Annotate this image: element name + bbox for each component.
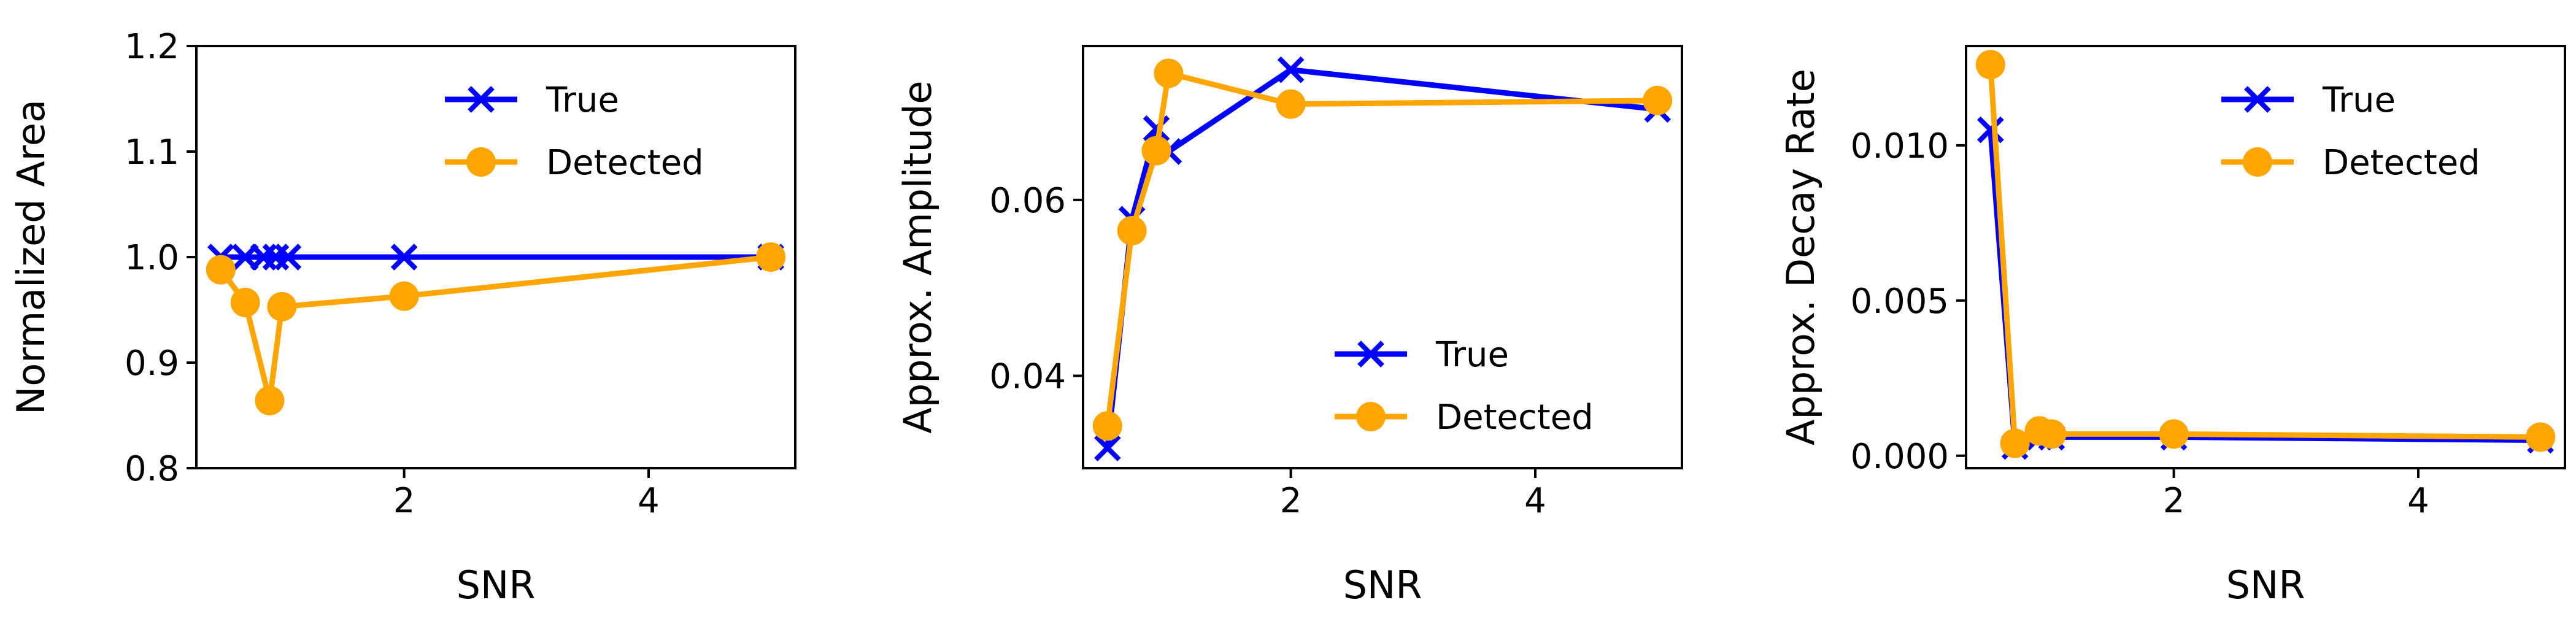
data-point-detected	[1154, 58, 1184, 88]
series-line-detected	[1988, 61, 2543, 446]
data-point-true	[1277, 56, 1305, 83]
x-tick-label: 4	[638, 481, 660, 521]
data-point-detected	[255, 385, 285, 415]
data-point-true	[274, 244, 302, 271]
panel-normalized-area: 2 4 0.8 0.9 1.0 1.1 1.2 SNR Normalized Area True D…	[9, 27, 796, 607]
plot-area	[206, 242, 786, 415]
data-point-detected	[1276, 89, 1306, 119]
y-tick-label: 0.8	[125, 449, 179, 489]
data-point-detected	[230, 287, 260, 317]
legend-label-detected: Detected	[2323, 143, 2480, 183]
data-point-detected	[1975, 50, 2005, 80]
panel-approx-amplitude: 2 4 0.04 0.06 SNR Approx. Amplitude True Detect…	[895, 45, 1683, 607]
legend-marker-detected	[466, 147, 496, 177]
data-point-true	[1094, 434, 1121, 461]
y-tick-label: 0.005	[1851, 282, 1949, 322]
x-axis-label: SNR	[2226, 563, 2305, 607]
legend-label-true: True	[546, 80, 619, 120]
x-axis-label: SNR	[1343, 563, 1422, 607]
y-tick-label: 0.06	[989, 181, 1066, 221]
x-tick-label: 4	[2407, 481, 2429, 521]
legend-marker-true	[1357, 341, 1384, 368]
legend: True Detected	[445, 80, 704, 183]
legend-label-detected: Detected	[1436, 398, 1594, 437]
y-tick-label: 0.04	[989, 357, 1066, 397]
data-point-detected	[1141, 136, 1171, 166]
data-point-true	[390, 244, 418, 271]
legend: True Detected	[2221, 80, 2480, 183]
legend-label-true: True	[2322, 80, 2396, 120]
series-line-detected	[218, 254, 774, 404]
data-point-detected	[206, 255, 236, 285]
y-tick-label: 0.9	[125, 344, 179, 383]
series-line-detected	[1105, 70, 1660, 429]
legend: True Detected	[1335, 335, 1594, 437]
x-tick-label: 2	[2163, 481, 2185, 521]
y-tick-label: 0.000	[1851, 437, 1949, 477]
y-axis-label: Normalized Area	[9, 99, 53, 415]
x-tick-label: 2	[393, 481, 415, 521]
axes-frame	[1082, 45, 1683, 469]
x-tick-label: 2	[1280, 481, 1302, 521]
data-point-detected	[1092, 411, 1122, 441]
data-point-true	[1977, 116, 2004, 144]
axes-frame	[1965, 45, 2566, 469]
y-tick-label: 1.1	[125, 133, 179, 172]
data-point-true	[1143, 115, 1170, 142]
plot-area	[1092, 56, 1673, 461]
legend-marker-detected	[1356, 402, 1386, 431]
y-tick-label: 1.2	[125, 27, 179, 67]
legend-marker-true	[468, 86, 495, 113]
data-point-detected	[2526, 422, 2556, 452]
legend-label-true: True	[1435, 335, 1509, 375]
data-point-detected	[756, 242, 786, 272]
legend-marker-detected	[2243, 147, 2272, 177]
series-line-true	[1105, 67, 1660, 451]
y-tick-label: 1.0	[125, 238, 179, 278]
x-axis-label: SNR	[457, 563, 536, 607]
data-point-detected	[2159, 419, 2189, 449]
data-point-detected	[389, 281, 419, 311]
legend-marker-true	[2244, 86, 2271, 113]
y-tick-label: 0.010	[1851, 126, 1949, 166]
data-point-detected	[2000, 428, 2030, 458]
data-point-detected	[1117, 216, 1147, 245]
data-point-detected	[267, 291, 297, 322]
plot-area	[1975, 50, 2556, 460]
legend-label-detected: Detected	[546, 143, 704, 183]
data-point-detected	[2037, 419, 2067, 449]
y-axis-label: Approx. Amplitude	[895, 80, 940, 433]
panel-approx-decay-rate: 2 4 0.000 0.005 0.010 SNR Approx. Decay Rate Tr…	[1778, 45, 2566, 607]
y-axis-label: Approx. Decay Rate	[1778, 69, 1823, 445]
data-point-detected	[1643, 85, 1673, 115]
x-tick-label: 4	[1524, 481, 1546, 521]
